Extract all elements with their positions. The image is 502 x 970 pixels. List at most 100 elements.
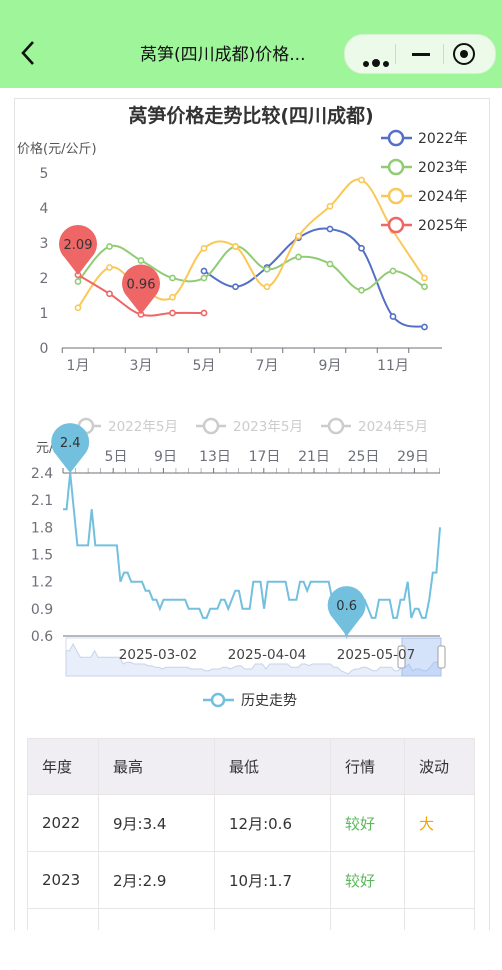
- chevron-left-icon[interactable]: [14, 38, 44, 68]
- target-icon[interactable]: [453, 43, 475, 65]
- legend-item[interactable]: 2023年: [381, 158, 468, 176]
- data-point: [421, 283, 428, 291]
- legend-label: 2023年5月: [233, 419, 303, 435]
- yearly-comparison-chart: 莴笋价格走势比较(四川成都) 价格(元/公斤) 0 1 2 3 4 5 1月 3月 5月 7月 9月…: [17, 104, 468, 374]
- data-point: [358, 176, 365, 184]
- cell-low: 12月:0.6: [214, 794, 331, 852]
- x-tick-label: 13日: [199, 449, 231, 465]
- cell-year: 2023: [27, 851, 99, 909]
- pin-value: 0.96: [127, 277, 156, 292]
- header-low: 最低: [214, 738, 331, 795]
- data-point: [389, 313, 397, 320]
- table-header-row: 年度 最高 最低 行情 波动: [27, 738, 475, 795]
- capsule-divider: [443, 44, 444, 64]
- data-point: [358, 244, 365, 252]
- data-point: [169, 309, 176, 317]
- x-tick-label: 17日: [249, 449, 281, 465]
- chart-title: 莴笋价格走势比较(四川成都): [128, 104, 373, 127]
- data-point: [106, 264, 113, 271]
- min-marker-pin: 0.96: [121, 264, 160, 315]
- data-point: [326, 260, 334, 268]
- cell-low: 10月:1.7: [214, 851, 331, 909]
- capsule-divider: [395, 44, 396, 64]
- legend-label: 2025年: [418, 218, 468, 234]
- data-point: [169, 274, 176, 282]
- series-legend[interactable]: 历史走势: [203, 692, 297, 709]
- y-tick-label: 2: [40, 271, 49, 287]
- header-year: 年度: [27, 738, 99, 795]
- x-tick-label: 7月: [256, 358, 279, 374]
- cell-volatility: [404, 851, 475, 909]
- data-point: [263, 265, 271, 273]
- data-point: [137, 257, 145, 264]
- minus-icon[interactable]: [412, 53, 430, 56]
- cell-high: 9月:3.4: [98, 794, 215, 852]
- x-tick-label: 9日: [154, 449, 177, 465]
- header-high: 最高: [98, 738, 215, 795]
- cell-volatility: 大: [404, 794, 475, 852]
- zoom-date-label: 2025-04-04: [228, 647, 306, 663]
- data-point: [106, 290, 113, 298]
- series-line-2022年: [203, 227, 425, 328]
- legend-item[interactable]: 2024年: [381, 187, 468, 205]
- cell-trend: 较好: [330, 794, 405, 852]
- cell-trend: 较好: [330, 851, 405, 909]
- x-tick-label: 5月: [193, 358, 216, 374]
- series-legend-label: 历史走势: [241, 693, 297, 709]
- min-marker-pin: 0.6: [327, 586, 366, 636]
- max-marker-pin: 2.4: [51, 423, 90, 473]
- zoom-handle-left[interactable]: [397, 645, 406, 669]
- x-tick-label: 11月: [377, 358, 409, 374]
- header-volatility: 波动: [404, 738, 475, 795]
- header-trend: 行情: [330, 738, 405, 795]
- data-point: [326, 202, 334, 210]
- data-point: [74, 304, 82, 312]
- month-legend-item[interactable]: 2023年5月: [196, 417, 303, 435]
- more-dots-icon[interactable]: [363, 52, 392, 71]
- y-tick-label: 1.5: [31, 548, 53, 564]
- zoom-handle-right[interactable]: [437, 645, 446, 669]
- data-point: [106, 243, 113, 250]
- max-marker-pin: 2.09: [59, 224, 98, 275]
- legend-label: 2022年: [418, 131, 468, 147]
- data-point: [389, 267, 397, 275]
- legend-label: 2023年: [418, 160, 468, 176]
- zoom-preview-area: [65, 642, 442, 677]
- y-tick-label: 1.8: [31, 520, 53, 536]
- navigation-bar: 莴笋(四川成都)价格...: [0, 0, 502, 88]
- data-point: [421, 274, 428, 282]
- y-tick-label: 2.1: [31, 493, 53, 509]
- cell-high: 2月:2.9: [98, 851, 215, 909]
- data-point: [358, 286, 365, 294]
- data-point: [232, 283, 239, 291]
- bottom-fade: [0, 930, 502, 969]
- y-axis-label: 元/: [36, 441, 54, 456]
- legend-label: 2024年5月: [358, 419, 428, 435]
- data-point: [200, 267, 208, 275]
- y-tick-label: 0.6: [31, 629, 53, 645]
- legend-label: 2022年5月: [108, 419, 178, 435]
- pin-value: 2.09: [64, 238, 93, 253]
- data-point: [263, 283, 271, 291]
- y-tick-label: 4: [40, 201, 49, 217]
- content-card: [14, 98, 490, 970]
- data-point: [295, 232, 302, 240]
- y-tick-label: 1.2: [31, 575, 53, 591]
- legend-item[interactable]: 2022年: [381, 129, 468, 147]
- y-tick-label: 2.4: [31, 466, 53, 482]
- data-zoom-slider[interactable]: 2025-03-02 2025-04-04 2025-05-07: [65, 637, 446, 677]
- pin-value: 2.4: [60, 436, 81, 451]
- data-point: [200, 309, 208, 317]
- data-point: [169, 293, 176, 301]
- legend-label: 2024年: [418, 189, 468, 205]
- x-tick-label: 5日: [105, 449, 128, 465]
- data-point: [232, 243, 239, 250]
- x-tick-label: 1月: [67, 358, 90, 374]
- month-legend-item[interactable]: 2022年5月: [71, 417, 178, 435]
- month-legend-item[interactable]: 2024年5月: [321, 417, 428, 435]
- legend: 2022年 2023年 2024年 2025年: [381, 129, 468, 234]
- legend-item[interactable]: 2025年: [381, 216, 468, 234]
- y-tick-label: 0: [40, 341, 49, 357]
- x-tick-label: 9月: [319, 358, 342, 374]
- data-point: [200, 244, 208, 252]
